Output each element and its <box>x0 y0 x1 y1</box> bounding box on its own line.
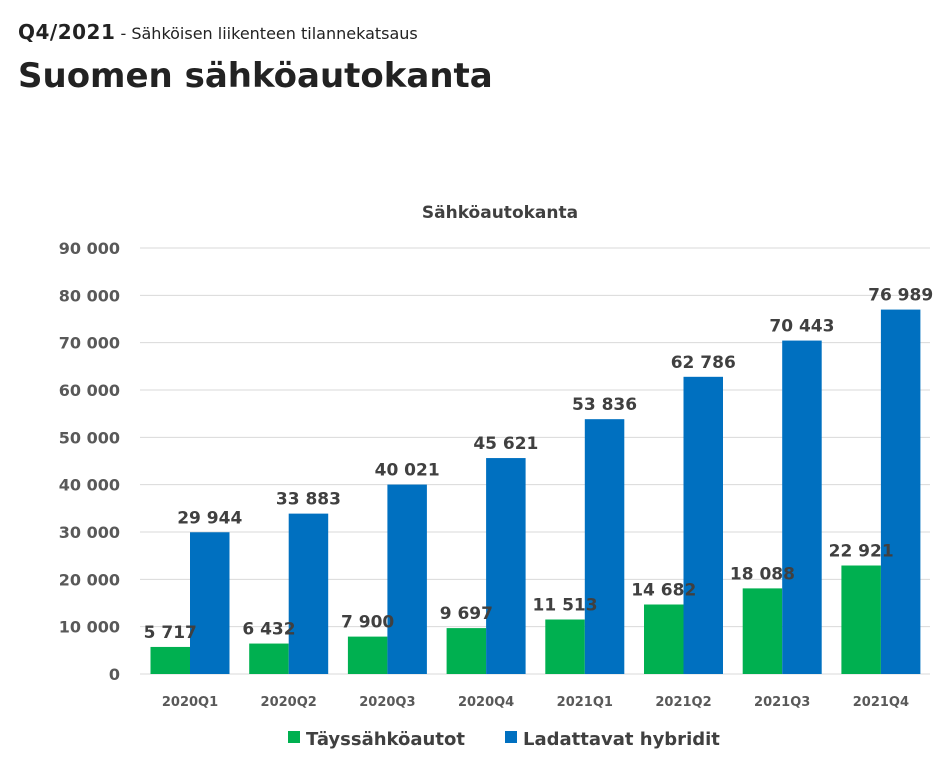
data-label: 29 944 <box>177 508 242 528</box>
x-tick-label: 2021Q4 <box>853 695 909 710</box>
y-tick-label: 20 000 <box>59 570 120 589</box>
data-label: 22 921 <box>829 542 894 562</box>
y-tick-label: 40 000 <box>59 476 120 495</box>
legend-label: Ladattavat hybridit <box>523 729 720 750</box>
bar-hybrid <box>683 376 723 674</box>
chart-title: Sähköautokanta <box>422 203 578 223</box>
data-label: 70 443 <box>769 317 834 337</box>
bar-hybrid <box>486 458 526 674</box>
data-label: 5 717 <box>144 623 197 643</box>
page-title: Suomen sähköautokanta <box>18 56 493 96</box>
bar-bev <box>249 643 289 674</box>
report-subtitle: - Sähköisen liikenteen tilannekatsaus <box>120 24 418 43</box>
y-tick-label: 0 <box>109 665 120 684</box>
y-tick-label: 70 000 <box>59 334 120 353</box>
data-label: 11 513 <box>533 596 598 616</box>
bar-hybrid <box>387 484 427 674</box>
data-label: 40 021 <box>375 461 440 481</box>
y-tick-label: 80 000 <box>59 286 120 305</box>
x-tick-label: 2021Q3 <box>754 695 810 710</box>
bar-bev <box>841 565 881 674</box>
x-tick-label: 2020Q3 <box>359 695 415 710</box>
legend-swatch <box>505 731 517 743</box>
bar-hybrid <box>880 309 921 674</box>
bar-bev <box>545 619 585 674</box>
report-header: Q4/2021 - Sähköisen liikenteen tilanneka… <box>18 20 418 44</box>
bar-bev <box>150 646 190 674</box>
y-tick-label: 30 000 <box>59 523 120 542</box>
y-tick-label: 60 000 <box>59 381 120 400</box>
data-label: 76 989 <box>868 286 933 306</box>
bar-hybrid <box>584 419 625 674</box>
y-tick-label: 50 000 <box>59 428 120 447</box>
data-label: 33 883 <box>276 490 341 510</box>
x-tick-label: 2020Q4 <box>458 695 514 710</box>
report-period: Q4/2021 <box>18 20 116 44</box>
data-label: 62 786 <box>671 353 736 373</box>
data-label: 7 900 <box>341 613 394 633</box>
bar-bev <box>644 604 684 674</box>
x-tick-label: 2020Q1 <box>162 695 218 710</box>
legend-label: Täyssähköautot <box>306 729 465 750</box>
bar-hybrid <box>288 513 329 674</box>
data-label: 45 621 <box>473 434 538 454</box>
bar-bev <box>347 636 388 674</box>
bar-bev <box>742 588 783 674</box>
data-label: 9 697 <box>440 604 493 624</box>
bar-hybrid <box>782 340 822 674</box>
data-label: 14 682 <box>631 581 696 601</box>
legend-swatch <box>288 731 300 743</box>
y-tick-label: 90 000 <box>59 239 120 258</box>
x-tick-label: 2021Q1 <box>557 695 613 710</box>
bar-bev <box>446 628 487 674</box>
x-tick-label: 2020Q2 <box>261 695 317 710</box>
data-label: 53 836 <box>572 395 637 415</box>
y-tick-label: 10 000 <box>59 618 120 637</box>
data-label: 18 088 <box>730 564 795 584</box>
bar-hybrid <box>190 532 230 674</box>
x-tick-label: 2021Q2 <box>655 695 711 710</box>
data-label: 6 432 <box>242 620 295 640</box>
